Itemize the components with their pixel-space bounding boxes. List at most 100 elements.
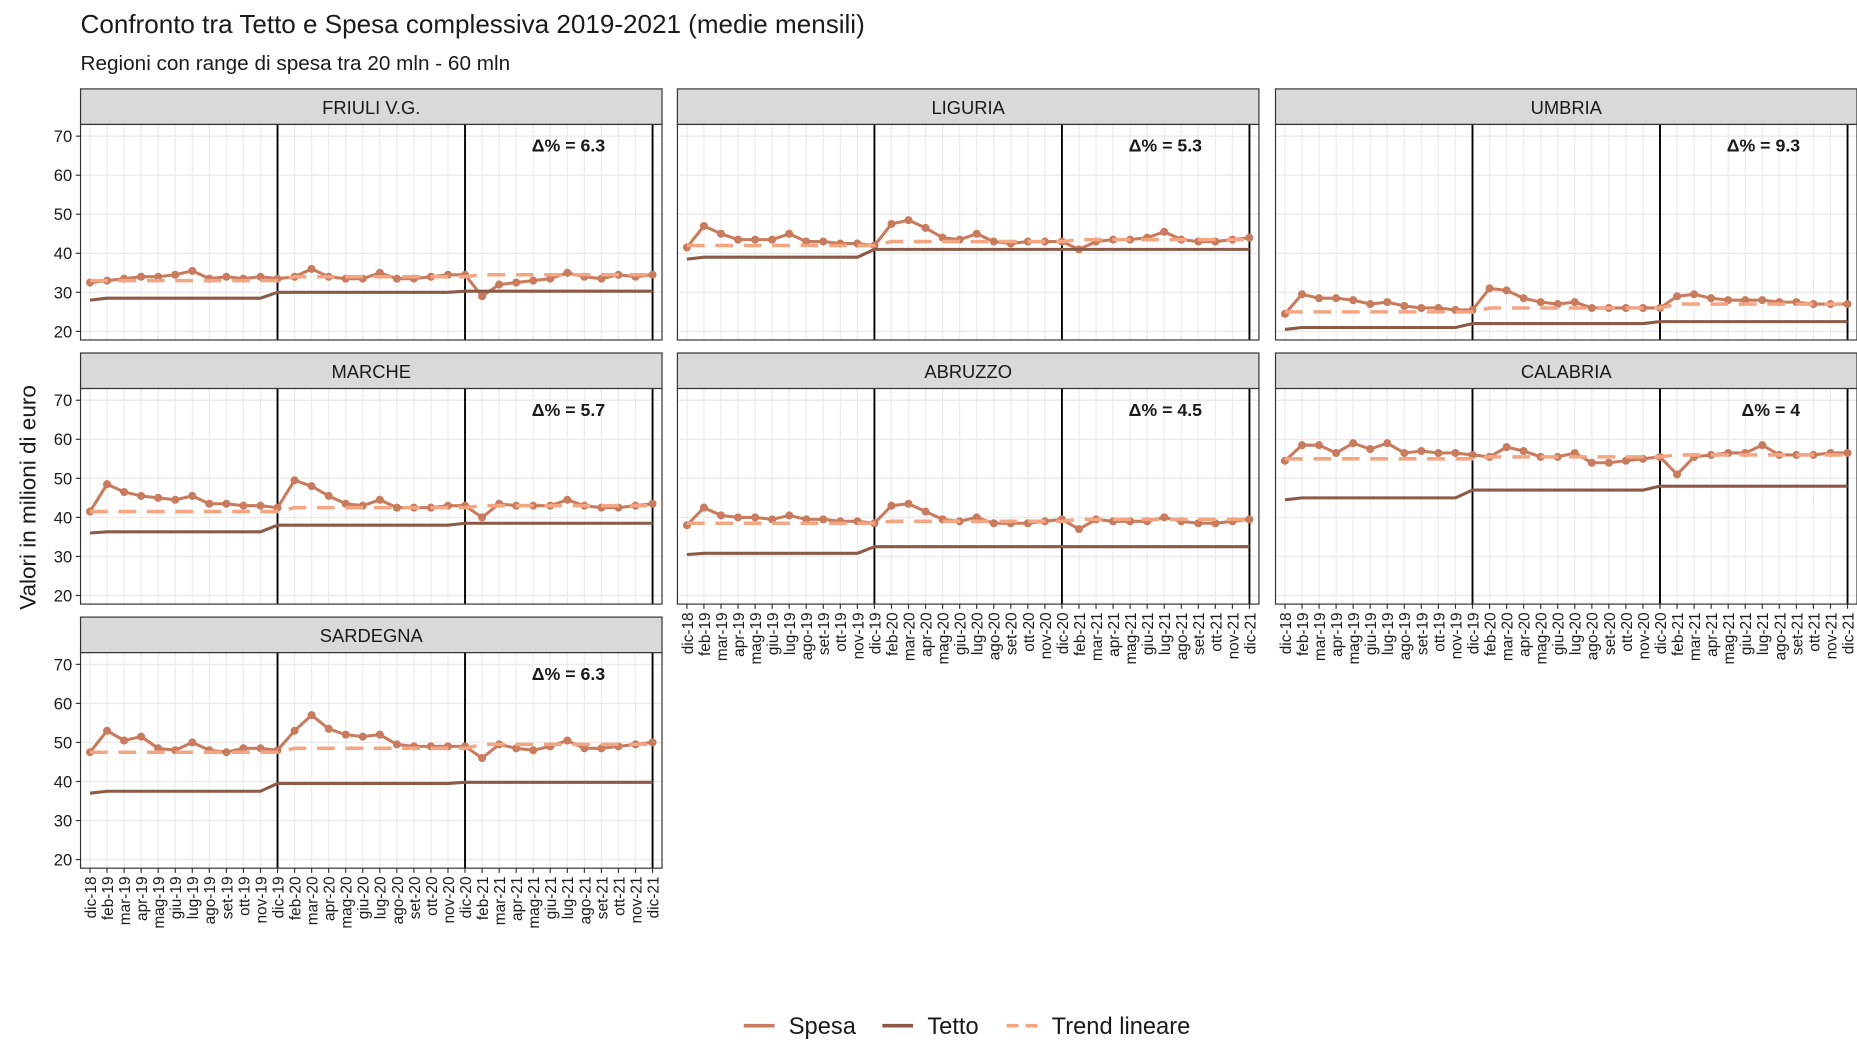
point <box>103 480 112 489</box>
panel <box>1275 388 1857 605</box>
series-line <box>686 237 1250 248</box>
point <box>392 503 401 512</box>
annotation: Δ% = 9.3 <box>1727 136 1801 156</box>
point <box>478 754 487 763</box>
point <box>904 499 913 508</box>
point <box>222 499 231 508</box>
x-tick-label: nov-20 <box>441 876 458 923</box>
point <box>256 501 265 510</box>
point <box>1843 300 1852 309</box>
series-line <box>90 503 653 514</box>
point <box>597 744 606 753</box>
point <box>103 726 112 735</box>
panel-border <box>676 123 1260 341</box>
x-tick-label: nov-20 <box>1038 612 1055 659</box>
x-tick-label: mar-21 <box>1089 612 1106 661</box>
x-tick-label: mar-19 <box>714 612 731 661</box>
x-tick-label: set-19 <box>816 612 833 655</box>
series-line <box>89 521 653 535</box>
y-tick-label: 40 <box>54 772 72 791</box>
point <box>1160 227 1169 236</box>
chart-subtitle: Regioni con range di spesa tra 20 mln - … <box>81 52 511 75</box>
x-tick-label: giu-21 <box>1140 612 1157 655</box>
point <box>529 276 538 285</box>
point <box>1843 448 1852 457</box>
annotation: Δ% = 4.5 <box>1129 400 1203 420</box>
x-tick-label: ago-21 <box>1174 612 1191 660</box>
point <box>222 748 231 757</box>
point <box>1194 519 1203 528</box>
point <box>256 744 265 753</box>
x-tick-label: mag-21 <box>526 876 543 928</box>
point <box>154 493 163 502</box>
point <box>751 513 760 522</box>
series-line <box>1284 302 1848 314</box>
series-line <box>90 742 653 754</box>
x-tick-label: mag-21 <box>1721 612 1738 664</box>
point <box>1332 448 1341 457</box>
x-tick-label: lug-20 <box>970 612 987 655</box>
strip <box>79 88 663 126</box>
y-tick-label: 30 <box>54 547 72 566</box>
x-tick-label: mag-20 <box>1534 612 1551 664</box>
point <box>478 513 487 522</box>
x-tick-label: set-20 <box>1602 612 1619 655</box>
point <box>699 221 708 230</box>
annotation: Δ% = 6.3 <box>532 136 606 156</box>
x-tick-label: giu-19 <box>168 876 185 919</box>
x-tick-label: dic-19 <box>867 612 884 654</box>
x-tick-label: giu-21 <box>543 876 560 919</box>
point <box>751 235 760 244</box>
x-tick-label: apr-20 <box>918 612 935 656</box>
legend-label: Spesa <box>789 1014 857 1040</box>
x-tick-label: feb-19 <box>1295 612 1312 656</box>
point <box>1553 300 1562 309</box>
point <box>989 237 998 246</box>
point <box>1519 446 1528 456</box>
x-tick-label: giu-20 <box>1551 612 1568 655</box>
point <box>802 237 811 246</box>
x-tick-label: dic-21 <box>1840 612 1857 654</box>
panel-border <box>1274 387 1857 605</box>
x-tick-label: ago-19 <box>799 612 816 660</box>
point <box>1315 441 1324 450</box>
point <box>734 513 743 522</box>
series-line <box>1283 286 1848 315</box>
point <box>478 292 487 301</box>
y-tick-label: 70 <box>54 655 72 674</box>
y-tick-label: 60 <box>54 166 72 185</box>
point <box>1707 294 1716 303</box>
point <box>785 229 794 238</box>
point <box>1074 525 1084 534</box>
point <box>1587 303 1596 312</box>
point <box>137 491 146 500</box>
x-tick-label: apr-21 <box>1106 612 1123 656</box>
series-line <box>89 289 653 302</box>
x-tick-label: ago-20 <box>1585 612 1602 660</box>
annotation: Δ% = 6.3 <box>532 664 606 684</box>
point <box>648 270 657 279</box>
x-tick-label: set-20 <box>1004 612 1021 655</box>
x-tick-label: ott-20 <box>1021 612 1038 651</box>
x-tick-label: mag-19 <box>151 876 168 928</box>
x-tick-label: feb-20 <box>884 612 901 656</box>
panel <box>1275 124 1857 340</box>
x-tick-label: dic-18 <box>1278 612 1295 654</box>
point <box>1417 446 1426 456</box>
point <box>648 499 657 508</box>
x-tick-label: giu-19 <box>765 612 782 655</box>
x-tick-label: nov-19 <box>850 612 867 659</box>
panel-border <box>79 652 663 869</box>
point <box>1621 456 1630 465</box>
point <box>1315 294 1324 303</box>
x-tick-label: dic-18 <box>680 612 697 654</box>
point <box>1383 298 1392 307</box>
point <box>716 229 726 238</box>
panel <box>80 388 663 605</box>
x-tick-label: nov-20 <box>1636 612 1653 659</box>
point <box>188 738 197 747</box>
point <box>120 736 129 745</box>
point <box>1519 294 1528 303</box>
x-tick-label: nov-21 <box>628 876 645 923</box>
point <box>1434 303 1443 312</box>
